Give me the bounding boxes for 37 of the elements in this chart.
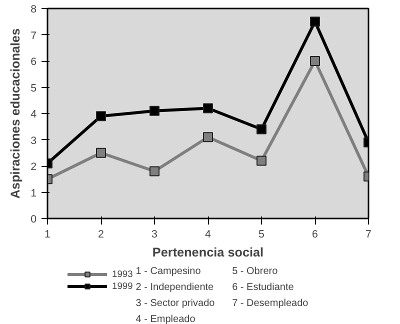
y-tick-label: 6 xyxy=(30,56,37,68)
x-tick-label: 4 xyxy=(205,228,212,240)
y-tick-label: 1 xyxy=(30,187,37,200)
x-tick-label: 3 xyxy=(152,228,158,240)
y-tick-label: 8 xyxy=(30,4,37,16)
x-tick-label: 6 xyxy=(312,228,318,240)
text: 6 - Estudiante xyxy=(232,282,294,293)
text: 5 - Obrero xyxy=(232,266,278,277)
x-tick-label: 7 xyxy=(366,228,372,240)
x-tick-label: 2 xyxy=(98,228,104,240)
point xyxy=(203,132,213,142)
legend-label: 1993 xyxy=(112,268,133,280)
y-tick-label: 0 xyxy=(30,214,37,226)
x-axis-title: Pertenencia social xyxy=(152,246,264,260)
point xyxy=(256,156,266,166)
y-tick-label: 2 xyxy=(30,161,37,173)
text: 4 - Empleado xyxy=(136,314,196,324)
text: 2 - Independiente xyxy=(136,282,214,293)
x-tick-label: 1 xyxy=(44,228,51,240)
point xyxy=(310,16,320,27)
legend-label: 1999 xyxy=(112,280,133,292)
point xyxy=(150,106,160,116)
point xyxy=(203,103,213,114)
y-tick-label: 7 xyxy=(30,30,37,42)
y-tick-label: 5 xyxy=(30,82,37,94)
text: 3 - Sector privado xyxy=(136,298,216,309)
y-tick-label: 4 xyxy=(30,108,37,120)
x-tick-label: 5 xyxy=(258,228,265,240)
text: 1 - Campesino xyxy=(136,266,202,277)
y-tick-label: 3 xyxy=(30,134,37,147)
point xyxy=(96,111,106,122)
y-axis-title: Aspiraciones educacionales xyxy=(8,28,23,199)
text: 7 - Desempleado xyxy=(232,298,309,309)
point xyxy=(256,124,266,134)
point xyxy=(310,56,320,66)
point xyxy=(96,148,106,158)
point xyxy=(150,166,160,176)
